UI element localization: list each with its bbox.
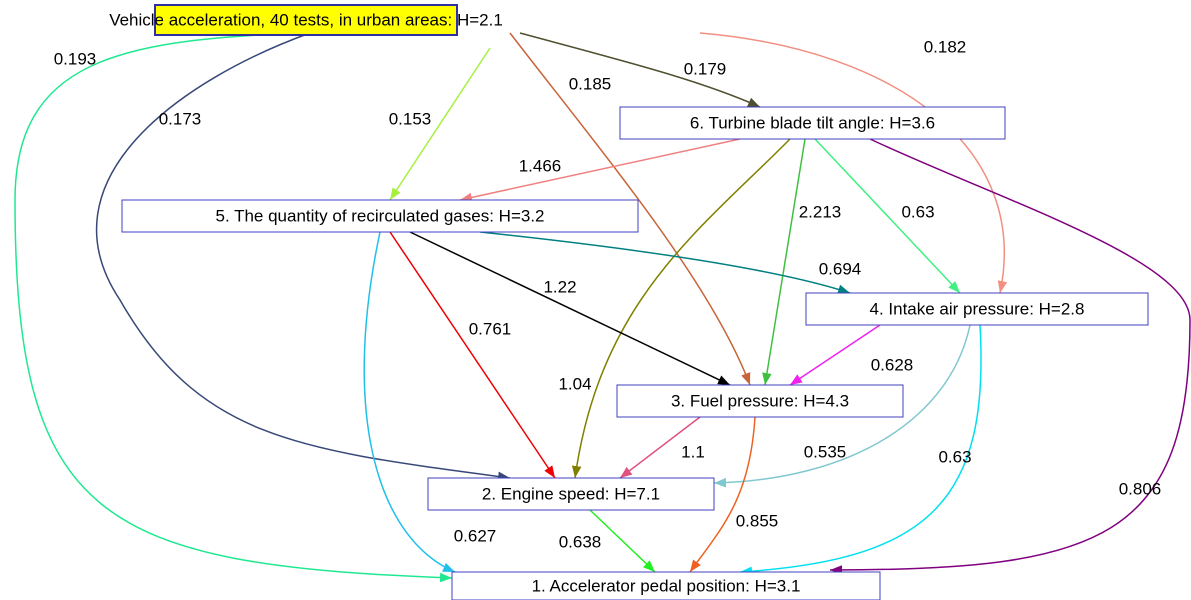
edge — [389, 231, 556, 479]
edge — [829, 138, 1191, 575]
node-label: 5. The quantity of recirculated gases: H… — [215, 206, 544, 225]
edge-label: 1.1 — [681, 442, 705, 461]
edge — [589, 509, 656, 573]
edge — [519, 32, 761, 108]
edge — [713, 324, 971, 488]
edge-label: 0.179 — [684, 59, 727, 78]
edge — [739, 324, 982, 577]
edge — [14, 32, 453, 583]
node-label: 1. Accelerator pedal position: H=3.1 — [532, 576, 801, 595]
edge — [789, 324, 881, 386]
node-box — [154, 4, 458, 36]
edge-label: 0.63 — [938, 447, 971, 466]
edge-label: 1.22 — [543, 277, 576, 296]
edge-label: 0.63 — [901, 202, 934, 221]
edge-label: 0.855 — [736, 511, 779, 530]
node-box — [427, 477, 715, 511]
node-label: Vehicle acceleration, 40 tests, in urban… — [109, 10, 503, 29]
edge-label: 0.193 — [54, 49, 97, 68]
node-label: 2. Engine speed: H=7.1 — [482, 484, 660, 503]
edge-label: 0.153 — [389, 109, 432, 128]
edge — [619, 416, 701, 479]
nodes: Vehicle acceleration, 40 tests, in urban… — [109, 4, 1149, 600]
edge — [459, 138, 741, 203]
edge — [389, 47, 491, 201]
node-label: 3. Fuel pressure: H=4.3 — [671, 391, 849, 410]
edge — [479, 231, 851, 294]
edge-label: 2.213 — [799, 202, 842, 221]
edge-label: 0.638 — [559, 532, 602, 551]
edge-label: 0.761 — [469, 319, 512, 338]
edge-label: 0.628 — [871, 355, 914, 374]
edge-label: 0.185 — [569, 74, 612, 93]
node-label: 4. Intake air pressure: H=2.8 — [870, 299, 1085, 318]
node-box — [451, 571, 881, 600]
edge — [409, 231, 731, 386]
edge-label: 0.627 — [454, 526, 497, 545]
node-box — [616, 384, 904, 418]
edge — [509, 32, 751, 386]
edge-label: 1.466 — [519, 156, 562, 175]
edge-label: 0.173 — [159, 109, 202, 128]
edge — [363, 231, 456, 573]
edge — [689, 416, 756, 573]
edge-label: 0.694 — [819, 259, 862, 278]
edge — [96, 32, 511, 482]
node-label: 6. Turbine blade tilt angle: H=3.6 — [690, 113, 935, 132]
edge-label: 0.535 — [804, 442, 847, 461]
node-box — [121, 199, 639, 233]
edge — [571, 138, 791, 479]
edge — [699, 32, 1008, 294]
node-box — [805, 292, 1149, 326]
edge-label: 0.806 — [1119, 479, 1162, 498]
edge-label: 0.182 — [924, 37, 967, 56]
edge — [762, 138, 806, 386]
edge — [814, 138, 961, 294]
edge-label: 1.04 — [558, 374, 591, 393]
node-box — [619, 106, 1006, 140]
